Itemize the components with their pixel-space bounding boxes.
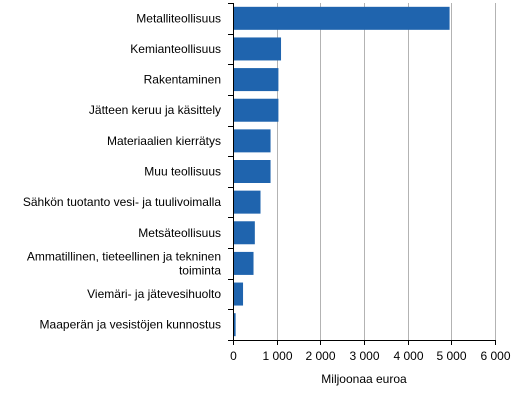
category-label: Jätteen keruu ja käsittely [89,103,221,117]
x-tick-label: 5 000 [436,349,466,363]
bar [233,98,279,122]
category-label: Sähkön tuotanto vesi- ja tuulivoimalla [23,195,221,209]
bar [233,37,282,61]
bar [233,251,254,275]
bar [233,68,279,92]
category-label: Kemianteollisuus [130,42,221,56]
x-tick-label: 0 [230,349,237,363]
category-label: Ammatillinen, tieteellinen ja tekninen [27,249,221,263]
bar [233,221,255,245]
bar [233,129,271,153]
category-label: Materiaalien kierrätys [107,134,221,148]
bar [233,160,271,183]
bar [233,313,236,337]
bar [233,190,261,214]
bar [233,282,244,306]
x-tick-label: 6 000 [480,349,510,363]
bar [233,6,450,30]
category-label: toiminta [179,263,221,277]
category-label: Viemäri- ja jätevesihuolto [87,287,221,301]
x-tick-label: 3 000 [349,349,379,363]
category-label: Metsäteollisuus [138,226,221,240]
category-label: Maaperän ja vesistöjen kunnostus [40,318,221,332]
x-axis-title: Miljoonaa euroa [321,372,407,386]
x-tick-label: 1 000 [262,349,292,363]
category-label: Metalliteollisuus [136,11,221,25]
category-label: Muu teollisuus [144,165,221,179]
x-tick-label: 2 000 [305,349,335,363]
category-label: Rakentaminen [144,73,221,87]
x-tick-label: 4 000 [393,349,423,363]
